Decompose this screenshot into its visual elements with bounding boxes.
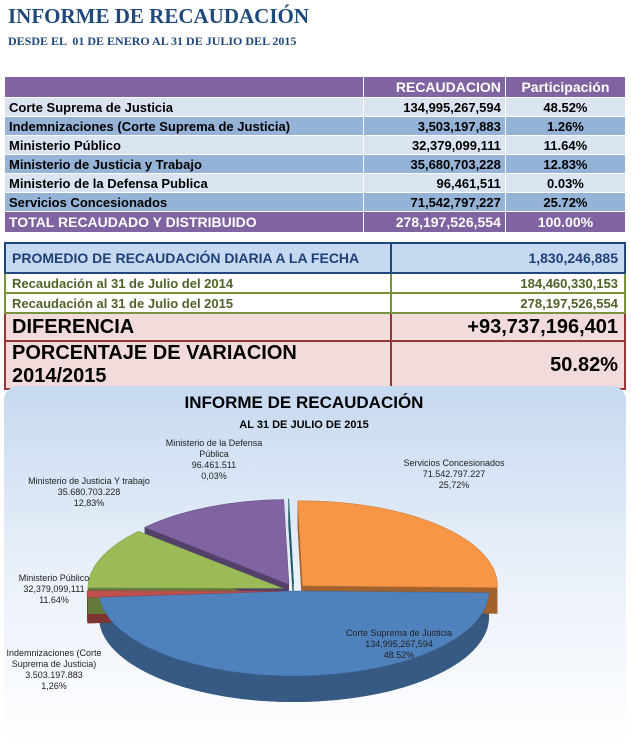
summary-value: +93,737,196,401 <box>391 313 625 341</box>
label-percent: 0,03% <box>201 471 227 481</box>
table-row: Indemnizaciones (Corte Suprema de Justic… <box>5 117 626 136</box>
summary-row: DIFERENCIA+93,737,196,401 <box>5 313 625 341</box>
label-percent: 12,83% <box>74 498 105 508</box>
summary-label: Recaudación al 31 de Julio del 2014 <box>5 273 391 293</box>
table-cell: Ministerio de Justicia y Trabajo <box>5 155 364 174</box>
label-value: 134,995,267,594 <box>365 639 433 649</box>
label-percent: 1,26% <box>41 681 67 691</box>
pie-slice <box>288 499 293 584</box>
label-category-line: Suprema de Justicia) <box>12 659 97 669</box>
pie <box>87 499 497 702</box>
label-value: 32,379,099,111 <box>23 584 84 594</box>
table-cell: 96,461,511 <box>364 174 505 193</box>
table-cell: 48.52% <box>505 98 625 117</box>
summary-label: PORCENTAJE DE VARIACION 2014/2015 <box>5 341 391 389</box>
summary-value: 50.82% <box>391 341 625 389</box>
summary-value: 184,460,330,153 <box>391 273 625 293</box>
table-cell: 134,995,267,594 <box>364 98 505 117</box>
summary-row: PROMEDIO DE RECAUDACIÓN DIARIA A LA FECH… <box>5 243 625 273</box>
table-cell: Indemnizaciones (Corte Suprema de Justic… <box>5 117 364 136</box>
label-value: 71.542.797.227 <box>423 469 486 479</box>
chart-panel: INFORME DE RECAUDACIÓN AL 31 DE JULIO DE… <box>4 386 626 746</box>
table-cell: Servicios Concesionados <box>5 193 364 212</box>
label-category-line: Pública <box>199 449 229 459</box>
label-percent: 25,72% <box>439 480 470 490</box>
pie-slice <box>298 501 498 588</box>
label-category-line: Ministerio de Justicia Y trabajo <box>28 476 150 486</box>
total-cell: TOTAL RECAUDADO Y DISTRIBUIDO <box>5 212 364 233</box>
table-cell: Ministerio de la Defensa Publica <box>5 174 364 193</box>
table-cell: 12.83% <box>505 155 625 174</box>
summary-table: PROMEDIO DE RECAUDACIÓN DIARIA A LA FECH… <box>4 242 626 390</box>
table-cell: 3,503,197,883 <box>364 117 505 136</box>
table-cell: Ministerio Público <box>5 136 364 155</box>
label-category-line: Corte Suprema de Justicia <box>346 628 452 638</box>
table-cell: 71,542,797,227 <box>364 193 505 212</box>
label-value: 96.461.511 <box>192 460 236 470</box>
table-cell: 32,379,099,111 <box>364 136 505 155</box>
label-value: 3.503.197.883 <box>25 670 83 680</box>
summary-label: Recaudación al 31 de Julio del 2015 <box>5 293 391 313</box>
header-cell <box>5 77 364 98</box>
summary-label: PROMEDIO DE RECAUDACIÓN DIARIA A LA FECH… <box>5 243 391 273</box>
label-category-line: Servicios Concesionados <box>403 458 505 468</box>
label-percent: 11.64% <box>39 595 69 605</box>
label-category-line: Ministerio de la Defensa <box>166 438 263 448</box>
label-percent: 48.52% <box>384 650 415 660</box>
summary-label: DIFERENCIA <box>5 313 391 341</box>
table-cell: 11.64% <box>505 136 625 155</box>
header-cell: RECAUDACION <box>364 77 505 98</box>
chart: INFORME DE RECAUDACIÓN AL 31 DE JULIO DE… <box>4 386 626 746</box>
table-cell: 25.72% <box>505 193 625 212</box>
summary-value: 278,197,526,554 <box>391 293 625 313</box>
label-category-line: Ministerio Público <box>19 573 90 583</box>
summary-value: 1,830,246,885 <box>391 243 625 273</box>
page-subtitle: DESDE EL 01 DE ENERO AL 31 DE JULIO DEL … <box>8 34 296 49</box>
total-cell: 100.00% <box>505 212 625 233</box>
chart-title: INFORME DE RECAUDACIÓN <box>185 393 424 412</box>
table-cell: 35,680,703,228 <box>364 155 505 174</box>
total-cell: 278,197,526,554 <box>364 212 505 233</box>
table-cell: 0.03% <box>505 174 625 193</box>
label-value: 35.680.703.228 <box>58 487 121 497</box>
page-title: INFORME DE RECAUDACIÓN <box>8 4 309 29</box>
label-category-line: Indemnizaciones (Corte <box>6 648 101 658</box>
table-cell: 1.26% <box>505 117 625 136</box>
header-cell: Participación <box>505 77 625 98</box>
chart-subtitle: AL 31 DE JULIO DE 2015 <box>239 419 368 431</box>
table-cell: Corte Suprema de Justicia <box>5 98 364 117</box>
